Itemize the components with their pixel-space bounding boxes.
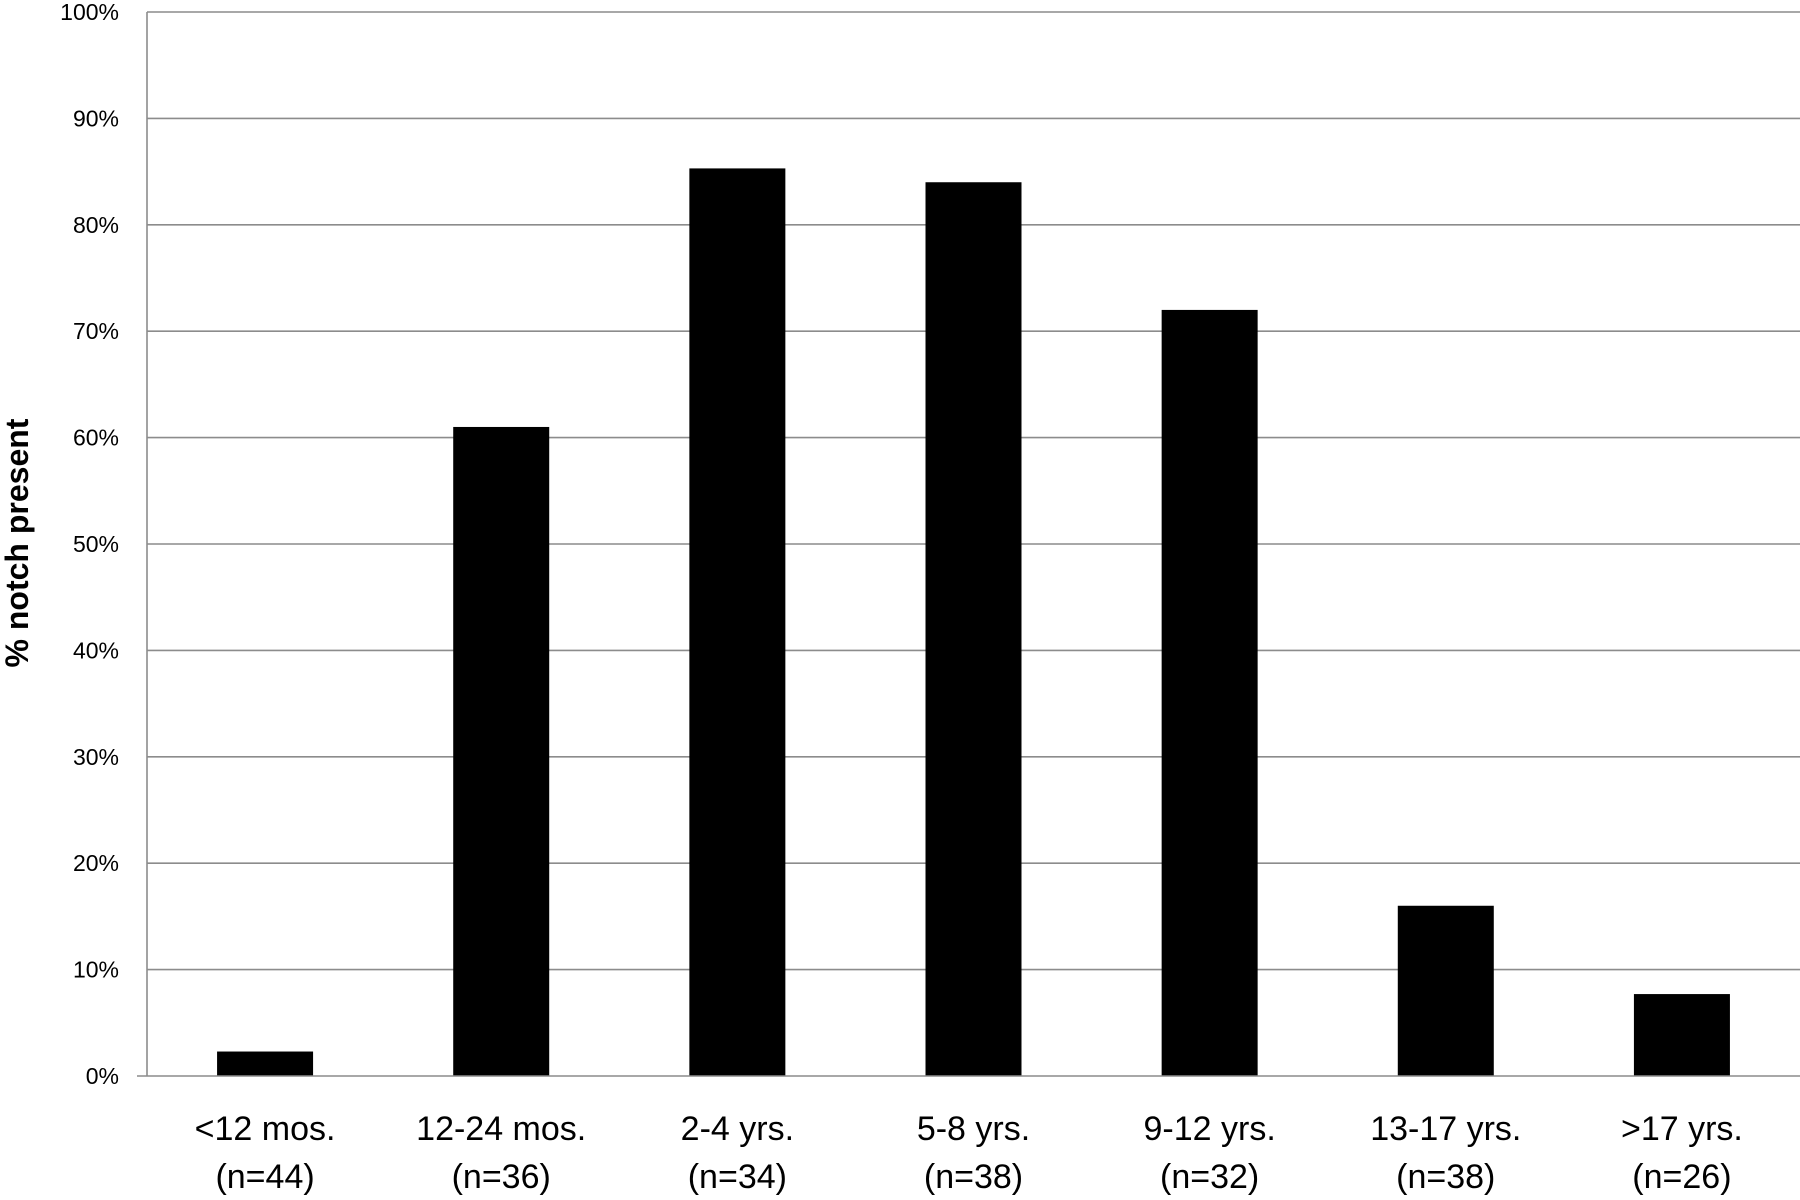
y-tick-labels: 0% 10% 20% 30% 40% 50% 60% 70% 80% 90% 100% <box>60 0 119 1089</box>
x-tick-label: >17 yrs. <box>1621 1110 1743 1148</box>
bars <box>217 168 1730 1077</box>
x-tick-sample-size: (n=26) <box>1632 1158 1731 1196</box>
x-tick-label: <12 mos. <box>195 1110 336 1148</box>
y-tick-label: 10% <box>73 957 119 983</box>
x-tick-labels: <12 mos. (n=44) 12-24 mos. (n=36) 2-4 yrs. (n… <box>195 1110 1743 1196</box>
x-tick-label: 12-24 mos. <box>416 1110 586 1148</box>
bar <box>1161 309 1258 1076</box>
x-tick-label: 13-17 yrs. <box>1370 1110 1521 1148</box>
axes <box>137 12 1800 1077</box>
x-tick-label: 2-4 yrs. <box>681 1110 794 1148</box>
x-tick-sample-size: (n=34) <box>688 1158 787 1196</box>
y-tick-label: 60% <box>73 425 119 451</box>
x-tick-sample-size: (n=36) <box>452 1158 551 1196</box>
x-tick-label: 9-12 yrs. <box>1144 1110 1276 1148</box>
bar <box>925 182 1022 1077</box>
bar <box>453 426 550 1077</box>
y-tick-label: 90% <box>73 105 119 131</box>
y-tick-label: 100% <box>60 0 119 25</box>
y-tick-label: 20% <box>73 850 119 876</box>
y-tick-label: 0% <box>86 1063 119 1089</box>
y-tick-label: 80% <box>73 212 119 238</box>
x-tick-label: 5-8 yrs. <box>917 1110 1030 1148</box>
bar <box>1397 905 1494 1076</box>
y-axis-label: % notch present <box>0 418 35 667</box>
x-tick-sample-size: (n=44) <box>215 1158 314 1196</box>
bar <box>689 168 786 1076</box>
y-tick-label: 50% <box>73 531 119 557</box>
x-tick-sample-size: (n=38) <box>1396 1158 1495 1196</box>
bar <box>217 1051 314 1076</box>
x-tick-sample-size: (n=38) <box>924 1158 1023 1196</box>
bar <box>1633 994 1730 1076</box>
y-tick-label: 30% <box>73 744 119 770</box>
x-tick-sample-size: (n=32) <box>1160 1158 1259 1196</box>
y-tick-label: 40% <box>73 637 119 663</box>
y-tick-label: 70% <box>73 318 119 344</box>
